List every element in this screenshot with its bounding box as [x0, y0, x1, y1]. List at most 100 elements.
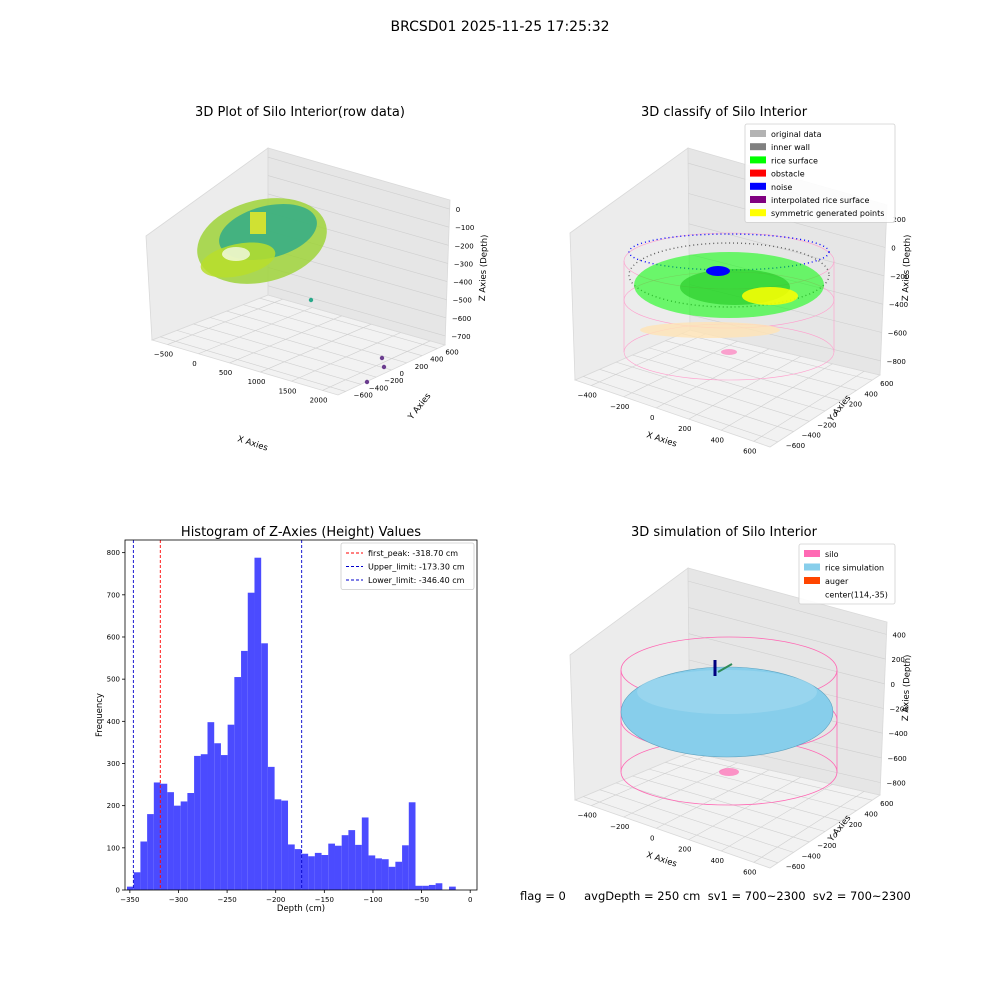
z-tick-label: −500 [453, 297, 472, 305]
raw-surface-peak [250, 212, 266, 234]
legend-label: rice surface [771, 156, 818, 165]
x-tick-label: 600 [743, 868, 756, 876]
histogram-bar [167, 792, 174, 890]
z-tick-label: −300 [454, 260, 473, 268]
y-tick-label: −200 [384, 377, 403, 385]
z-tick-label: −600 [452, 315, 471, 323]
z-tick-label: −400 [889, 730, 908, 738]
x-tick-label: 200 [678, 846, 691, 854]
histogram-bar [395, 861, 403, 890]
y-tick-label: 100 [107, 844, 120, 852]
legend-label: Upper_limit: -173.30 cm [368, 563, 465, 572]
legend-swatch [750, 130, 766, 137]
classify-gridlines [583, 162, 887, 443]
histogram-bar [247, 592, 255, 890]
legend-label: silo [825, 550, 839, 559]
x-tick-label: 400 [711, 857, 724, 865]
gridline-y [599, 369, 794, 432]
histogram-bar [301, 853, 309, 890]
z-tick-label: −100 [455, 224, 474, 232]
gridline-z [688, 607, 886, 660]
histogram-bar [214, 743, 221, 890]
histogram-bar [428, 884, 436, 890]
histogram-bar [375, 858, 382, 890]
z-tick-label: −400 [889, 301, 908, 309]
histogram-bar [334, 845, 342, 890]
histogram-bar [241, 650, 248, 890]
gridline-y [681, 755, 873, 801]
histogram-bar [348, 830, 356, 890]
x-tick-label: −300 [169, 896, 188, 904]
histogram-legend [340, 542, 475, 590]
y-tick-label: −400 [369, 384, 388, 392]
raw-panel: 3D Plot of Silo Interior(row data) −500 0… [145, 105, 490, 454]
histogram-bar [267, 766, 275, 890]
raw-outlier-4 [364, 379, 370, 385]
x-tick-label: −350 [120, 896, 139, 904]
simulation-legend: silo rice simulation auger center(114,-35) [798, 543, 896, 605]
z-tick-label: −400 [453, 279, 472, 287]
y-tick-label: 700 [107, 591, 120, 599]
x-tick-label: 0 [650, 834, 654, 842]
histogram-bar [415, 885, 423, 890]
legend-frame [744, 123, 896, 223]
z-tick-label: −200 [890, 706, 909, 714]
gridline-z [688, 633, 885, 685]
histogram-bar [200, 754, 208, 890]
histogram-bar [227, 724, 235, 890]
gridline-y [665, 340, 857, 391]
y-tick-label: −400 [802, 852, 821, 860]
legend-swatch [804, 577, 820, 584]
simulation-rice-shade [637, 670, 817, 714]
classify-tick-labels: −400−2000200400600−600−400−2000200400600… [578, 216, 910, 455]
legend-label: obstacle [771, 170, 805, 179]
gridline-y [243, 304, 423, 357]
classify-zlabel: Z Axies (Depth) [901, 234, 913, 301]
x-tick-label: 2000 [310, 396, 328, 404]
z-tick-label: −700 [451, 333, 470, 341]
histogram-bar [180, 801, 188, 890]
raw-surface-hole [222, 247, 250, 261]
histogram-bar [341, 835, 349, 890]
x-tick-label: −200 [610, 823, 629, 831]
histogram-bar [147, 814, 154, 890]
z-tick-label: −600 [888, 755, 907, 763]
status-footer: flag = 0 avgDepth = 250 cm sv1 = 700~230… [520, 889, 911, 903]
histogram-bar [173, 805, 181, 890]
histogram-bar [294, 849, 302, 890]
z-tick-label: 200 [892, 656, 905, 664]
legend-swatch [750, 196, 766, 203]
y-tick-label: −200 [817, 421, 836, 429]
legend-label: first_peak: -318.70 cm [368, 549, 458, 558]
x-tick-label: 500 [219, 369, 232, 377]
simulation-zlabel: Z Axies (Depth) [901, 654, 913, 721]
histogram-bar [153, 782, 161, 890]
raw-title: 3D Plot of Silo Interior(row data) [195, 105, 405, 120]
gridline-y [209, 317, 392, 371]
legend-swatch [750, 156, 766, 164]
x-tick-label: 600 [743, 447, 756, 455]
raw-zlabel: Z Axies (Depth) [478, 234, 490, 301]
x-tick-label: −150 [315, 896, 334, 904]
y-tick-label: 0 [116, 887, 120, 895]
legend-frame [798, 543, 896, 605]
histogram-bar [187, 793, 195, 890]
histogram-bar [355, 844, 362, 890]
raw-xlabel: X Axies [236, 434, 269, 453]
gridline-y [583, 796, 778, 864]
histogram-bar [281, 800, 289, 890]
legend-swatch [750, 143, 766, 151]
gridline-y [665, 761, 857, 811]
y-tick-label: 0 [833, 832, 837, 840]
y-tick-label: 200 [107, 802, 120, 810]
simulation-xlabel: X Axies [645, 850, 678, 869]
gridline-z [267, 175, 450, 228]
gridline-z [688, 223, 885, 277]
x-tick-label: 1500 [279, 387, 297, 395]
histogram-bar [133, 872, 141, 890]
x-tick-label: −400 [578, 392, 597, 400]
legend-swatch [804, 550, 820, 557]
histogram-bar [140, 841, 148, 890]
classify-points [628, 233, 830, 355]
x-tick-label: 1000 [248, 378, 266, 386]
